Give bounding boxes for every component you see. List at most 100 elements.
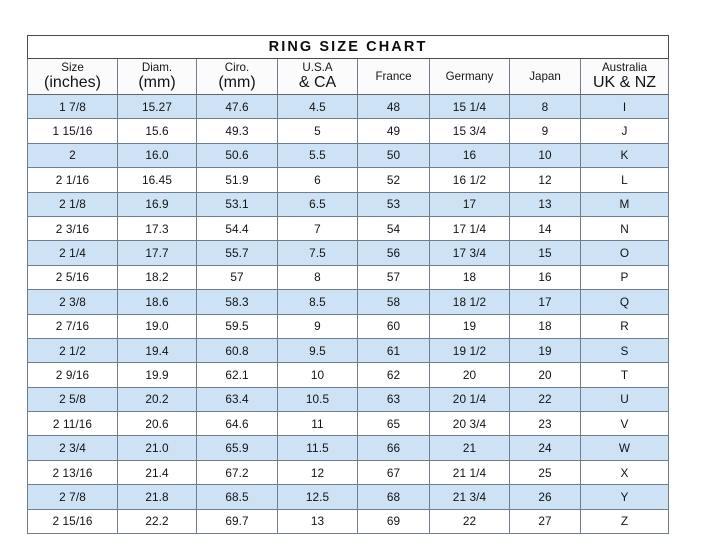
table-cell: 59.5	[196, 313, 278, 339]
table-cell: 2 5/16	[27, 264, 118, 291]
table-cell: 22	[429, 508, 510, 535]
table-cell: 2 13/16	[27, 459, 118, 486]
table-cell: 20.6	[117, 411, 197, 437]
table-cell: 22.2	[117, 508, 197, 535]
table-cell: 12	[509, 167, 581, 193]
table-cell: 2	[27, 142, 118, 169]
table-cell: 54.4	[196, 215, 278, 242]
table-cell: J	[579, 118, 670, 144]
table-cell: 5	[277, 118, 358, 144]
table-cell: 22	[509, 386, 581, 413]
table-cell: K	[579, 142, 670, 169]
table-cell: 7.5	[277, 240, 358, 266]
table-cell: 17.3	[117, 215, 197, 242]
table-cell: 20 1/4	[429, 386, 510, 413]
table-cell: 15	[509, 240, 581, 266]
table-cell: 18.6	[117, 289, 197, 315]
table-cell: 15 1/4	[429, 93, 510, 120]
table-cell: 51.9	[196, 167, 278, 193]
table-cell: 9.5	[277, 337, 358, 364]
table-cell: 62	[357, 362, 430, 388]
column-header-sublabel: (inches)	[44, 74, 101, 92]
table-cell: 8	[277, 264, 358, 291]
table-cell: 12	[277, 459, 358, 486]
table-row: 2 3/8 18.6 58.3 8.5 58 18 1/2 17 Q	[27, 289, 670, 315]
table-cell: 20	[509, 362, 581, 388]
table-cell: W	[579, 435, 670, 461]
column-header-france: France	[357, 58, 430, 95]
table-cell: 10.5	[277, 386, 358, 413]
table-cell: 19.9	[117, 362, 197, 388]
chart-title-cell: RING SIZE CHART	[27, 35, 669, 59]
table-cell: 19.0	[117, 313, 197, 339]
table-cell: 17	[509, 289, 581, 315]
table-row: 2 1/16 16.45 51.9 6 52 16 1/2 12 L	[27, 167, 670, 193]
table-cell: 9	[277, 313, 358, 339]
table-cell: 2 1/8	[27, 191, 118, 217]
table-row: 2 16.0 50.6 5.5 50 16 10 K	[27, 142, 670, 169]
table-cell: S	[579, 337, 670, 364]
table-cell: 2 1/16	[27, 167, 118, 193]
column-header-label: Ciro.	[224, 61, 250, 75]
table-cell: 60.8	[196, 337, 278, 364]
table-cell: 27	[509, 508, 581, 535]
table-cell: Q	[579, 289, 670, 315]
table-cell: 16.9	[117, 191, 197, 217]
table-cell: 13	[277, 508, 358, 535]
table-row: 2 1/4 17.7 55.7 7.5 56 17 3/4 15 O	[27, 240, 670, 266]
column-header-size: Size (inches)	[27, 58, 118, 95]
table-cell: 15.27	[117, 93, 197, 120]
table-cell: 21 1/4	[429, 459, 510, 486]
table-row: 2 1/2 19.4 60.8 9.5 61 19 1/2 19 S	[27, 337, 670, 364]
table-cell: 48	[357, 93, 430, 120]
table-cell: 10	[277, 362, 358, 388]
table-cell: 15 3/4	[429, 118, 510, 144]
table-cell: 62.1	[196, 362, 278, 388]
table-cell: 14	[509, 215, 581, 242]
table-cell: N	[579, 215, 670, 242]
page-title: RING SIZE CHART	[268, 39, 428, 55]
column-header-label: U.S.A	[302, 61, 333, 75]
table-cell: 47.6	[196, 93, 278, 120]
table-cell: 19.4	[117, 337, 197, 364]
table-cell: 18.2	[117, 264, 197, 291]
table-cell: 8.5	[277, 289, 358, 315]
table-row: 2 13/16 21.4 67.2 12 67 21 1/4 25 X	[27, 459, 670, 486]
table-cell: T	[579, 362, 670, 388]
table-cell: 2 7/8	[27, 484, 118, 510]
table-cell: 13	[509, 191, 581, 217]
table-cell: X	[579, 459, 670, 486]
table-header-row: Size (inches) Diam. (mm) Ciro. (mm) U.S.A & CA F…	[27, 58, 670, 95]
column-header-diam: Diam. (mm)	[117, 58, 197, 95]
table-row: 2 3/16 17.3 54.4 7 54 17 1/4 14 N	[27, 215, 670, 242]
table-cell: 21	[429, 435, 510, 461]
table-cell: 19	[429, 313, 510, 339]
table-cell: 12.5	[277, 484, 358, 510]
table-cell: 11	[277, 411, 358, 437]
table-cell: 8	[509, 93, 581, 120]
table-cell: 2 7/16	[27, 313, 118, 339]
table-cell: V	[579, 411, 670, 437]
table-cell: 23	[509, 411, 581, 437]
table-cell: I	[579, 93, 670, 120]
table-row: 1 15/16 15.6 49.3 5 49 15 3/4 9 J	[27, 118, 670, 144]
table-cell: 16.0	[117, 142, 197, 169]
table-cell: 49.3	[196, 118, 278, 144]
table-cell: 19	[509, 337, 581, 364]
table-cell: U	[579, 386, 670, 413]
table-row: 1 7/8 15.27 47.6 4.5 48 15 1/4 8 I	[27, 93, 670, 120]
table-cell: 18	[429, 264, 510, 291]
table-cell: 67	[357, 459, 430, 486]
table-row: 2 3/4 21.0 65.9 11.5 66 21 24 W	[27, 435, 670, 461]
table-cell: L	[579, 167, 670, 193]
table-cell: 68.5	[196, 484, 278, 510]
table-cell: 4.5	[277, 93, 358, 120]
table-cell: 17	[429, 191, 510, 217]
table-cell: 52	[357, 167, 430, 193]
ring-size-chart-table: RING SIZE CHART Size (inches) Diam. (mm) Cir…	[27, 35, 670, 535]
table-cell: 10	[509, 142, 581, 169]
table-cell: 50.6	[196, 142, 278, 169]
table-cell: 53	[357, 191, 430, 217]
table-cell: R	[579, 313, 670, 339]
column-header-sublabel: (mm)	[218, 74, 256, 92]
